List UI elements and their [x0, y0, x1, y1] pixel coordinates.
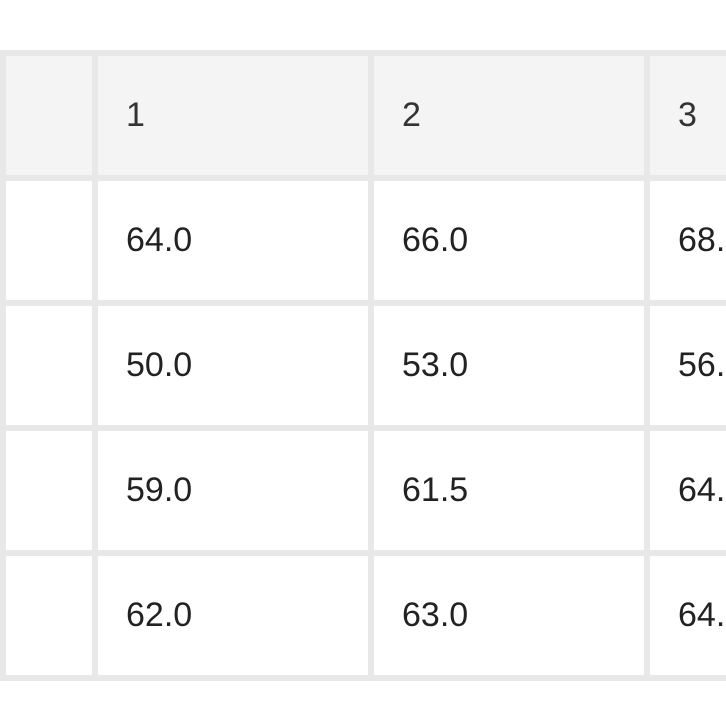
table-cell-stub [6, 306, 92, 425]
table-row: 50.0 53.0 56.0 [6, 306, 726, 425]
table-header-col2: 2 [374, 56, 644, 175]
table-header-col3: 3 [650, 56, 726, 175]
table-cell: 63.0 [374, 556, 644, 675]
table-cell: 64.0 [650, 431, 726, 550]
table-cell: 64.0 [98, 181, 368, 300]
table-cell: 56.0 [650, 306, 726, 425]
table-row: 59.0 61.5 64.0 [6, 431, 726, 550]
table-cell: 50.0 [98, 306, 368, 425]
table-cell-stub [6, 431, 92, 550]
table-cell: 62.0 [98, 556, 368, 675]
table-row: 64.0 66.0 68.0 [6, 181, 726, 300]
table-cell: 64.0 [650, 556, 726, 675]
table-cell: 59.0 [98, 431, 368, 550]
table-cell-stub [6, 181, 92, 300]
table-container: 1 2 3 64.0 66.0 68.0 50.0 53.0 56.0 59.0 [0, 0, 726, 726]
table-cell-stub [6, 556, 92, 675]
table-row: 62.0 63.0 64.0 [6, 556, 726, 675]
table-cell: 66.0 [374, 181, 644, 300]
table-cell: 61.5 [374, 431, 644, 550]
table-cell: 53.0 [374, 306, 644, 425]
table-header-stub [6, 56, 92, 175]
data-table: 1 2 3 64.0 66.0 68.0 50.0 53.0 56.0 59.0 [0, 50, 726, 681]
table-header-row: 1 2 3 [6, 56, 726, 175]
table-cell: 68.0 [650, 181, 726, 300]
table-header-col1: 1 [98, 56, 368, 175]
